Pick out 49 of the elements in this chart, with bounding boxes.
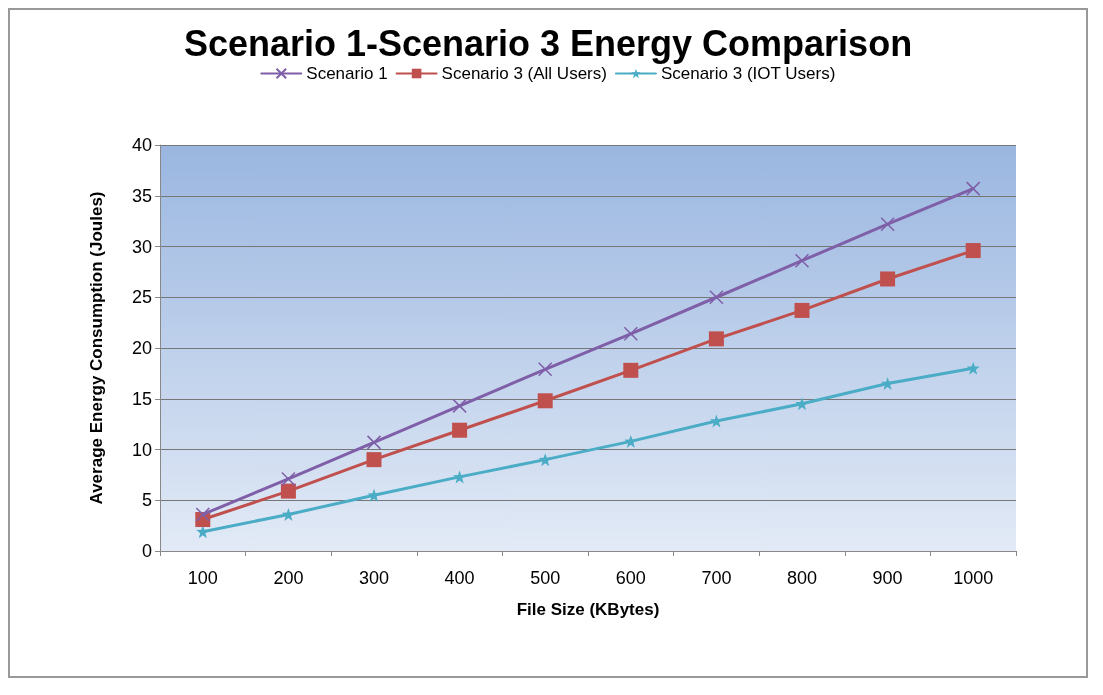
point <box>965 243 981 259</box>
y-tick-label: 10 <box>131 439 152 460</box>
y-tick-label: 15 <box>131 388 152 409</box>
point <box>624 434 638 448</box>
x-tick-label: 500 <box>530 568 561 588</box>
point <box>195 507 211 522</box>
point <box>538 453 552 467</box>
point <box>623 326 639 342</box>
x-axis-title: File Size (KBytes) <box>516 600 660 619</box>
x-tick-label: 900 <box>872 568 903 588</box>
legend-label: Scenario 1 <box>306 64 388 83</box>
point <box>281 507 295 521</box>
point <box>794 302 810 318</box>
point <box>794 253 810 268</box>
y-tick-label: 40 <box>131 135 152 155</box>
point <box>537 362 553 377</box>
point <box>366 452 382 468</box>
y-tick-label: 5 <box>141 490 152 511</box>
x-tick-label: 800 <box>786 568 818 588</box>
x-tick-label: 100 <box>187 568 218 588</box>
point <box>965 181 981 196</box>
x-tick-label: 700 <box>701 568 732 588</box>
legend-label: Scenario 3 (All Users) <box>441 64 607 83</box>
point <box>366 435 382 450</box>
x-tick-label: 1000 <box>953 568 994 588</box>
y-axis-title: Average Energy Consumption (Joules) <box>87 191 106 505</box>
y-tick-label: 35 <box>131 185 152 206</box>
x-tick-label: 300 <box>358 568 390 588</box>
x-tick-label: 400 <box>444 568 475 588</box>
point <box>708 331 724 347</box>
y-tick-label: 20 <box>131 338 152 358</box>
x-tick-label: 600 <box>615 568 646 588</box>
chart-title: Scenario 1-Scenario 3 Energy Comparison <box>183 22 913 64</box>
x-tick-label: 200 <box>273 568 304 588</box>
y-tick-label: 25 <box>131 287 152 308</box>
y-tick-label: 0 <box>141 541 152 561</box>
point <box>880 271 896 287</box>
point <box>281 471 296 487</box>
point <box>452 398 467 414</box>
point <box>709 290 724 305</box>
point <box>623 362 639 378</box>
point <box>880 216 895 232</box>
point <box>452 422 468 438</box>
point <box>280 483 296 499</box>
y-tick-label: 30 <box>131 236 152 257</box>
point <box>709 414 723 428</box>
legend-label: Scenario 3 (IOT Users) <box>660 64 836 83</box>
point <box>966 361 980 375</box>
point <box>537 393 553 409</box>
